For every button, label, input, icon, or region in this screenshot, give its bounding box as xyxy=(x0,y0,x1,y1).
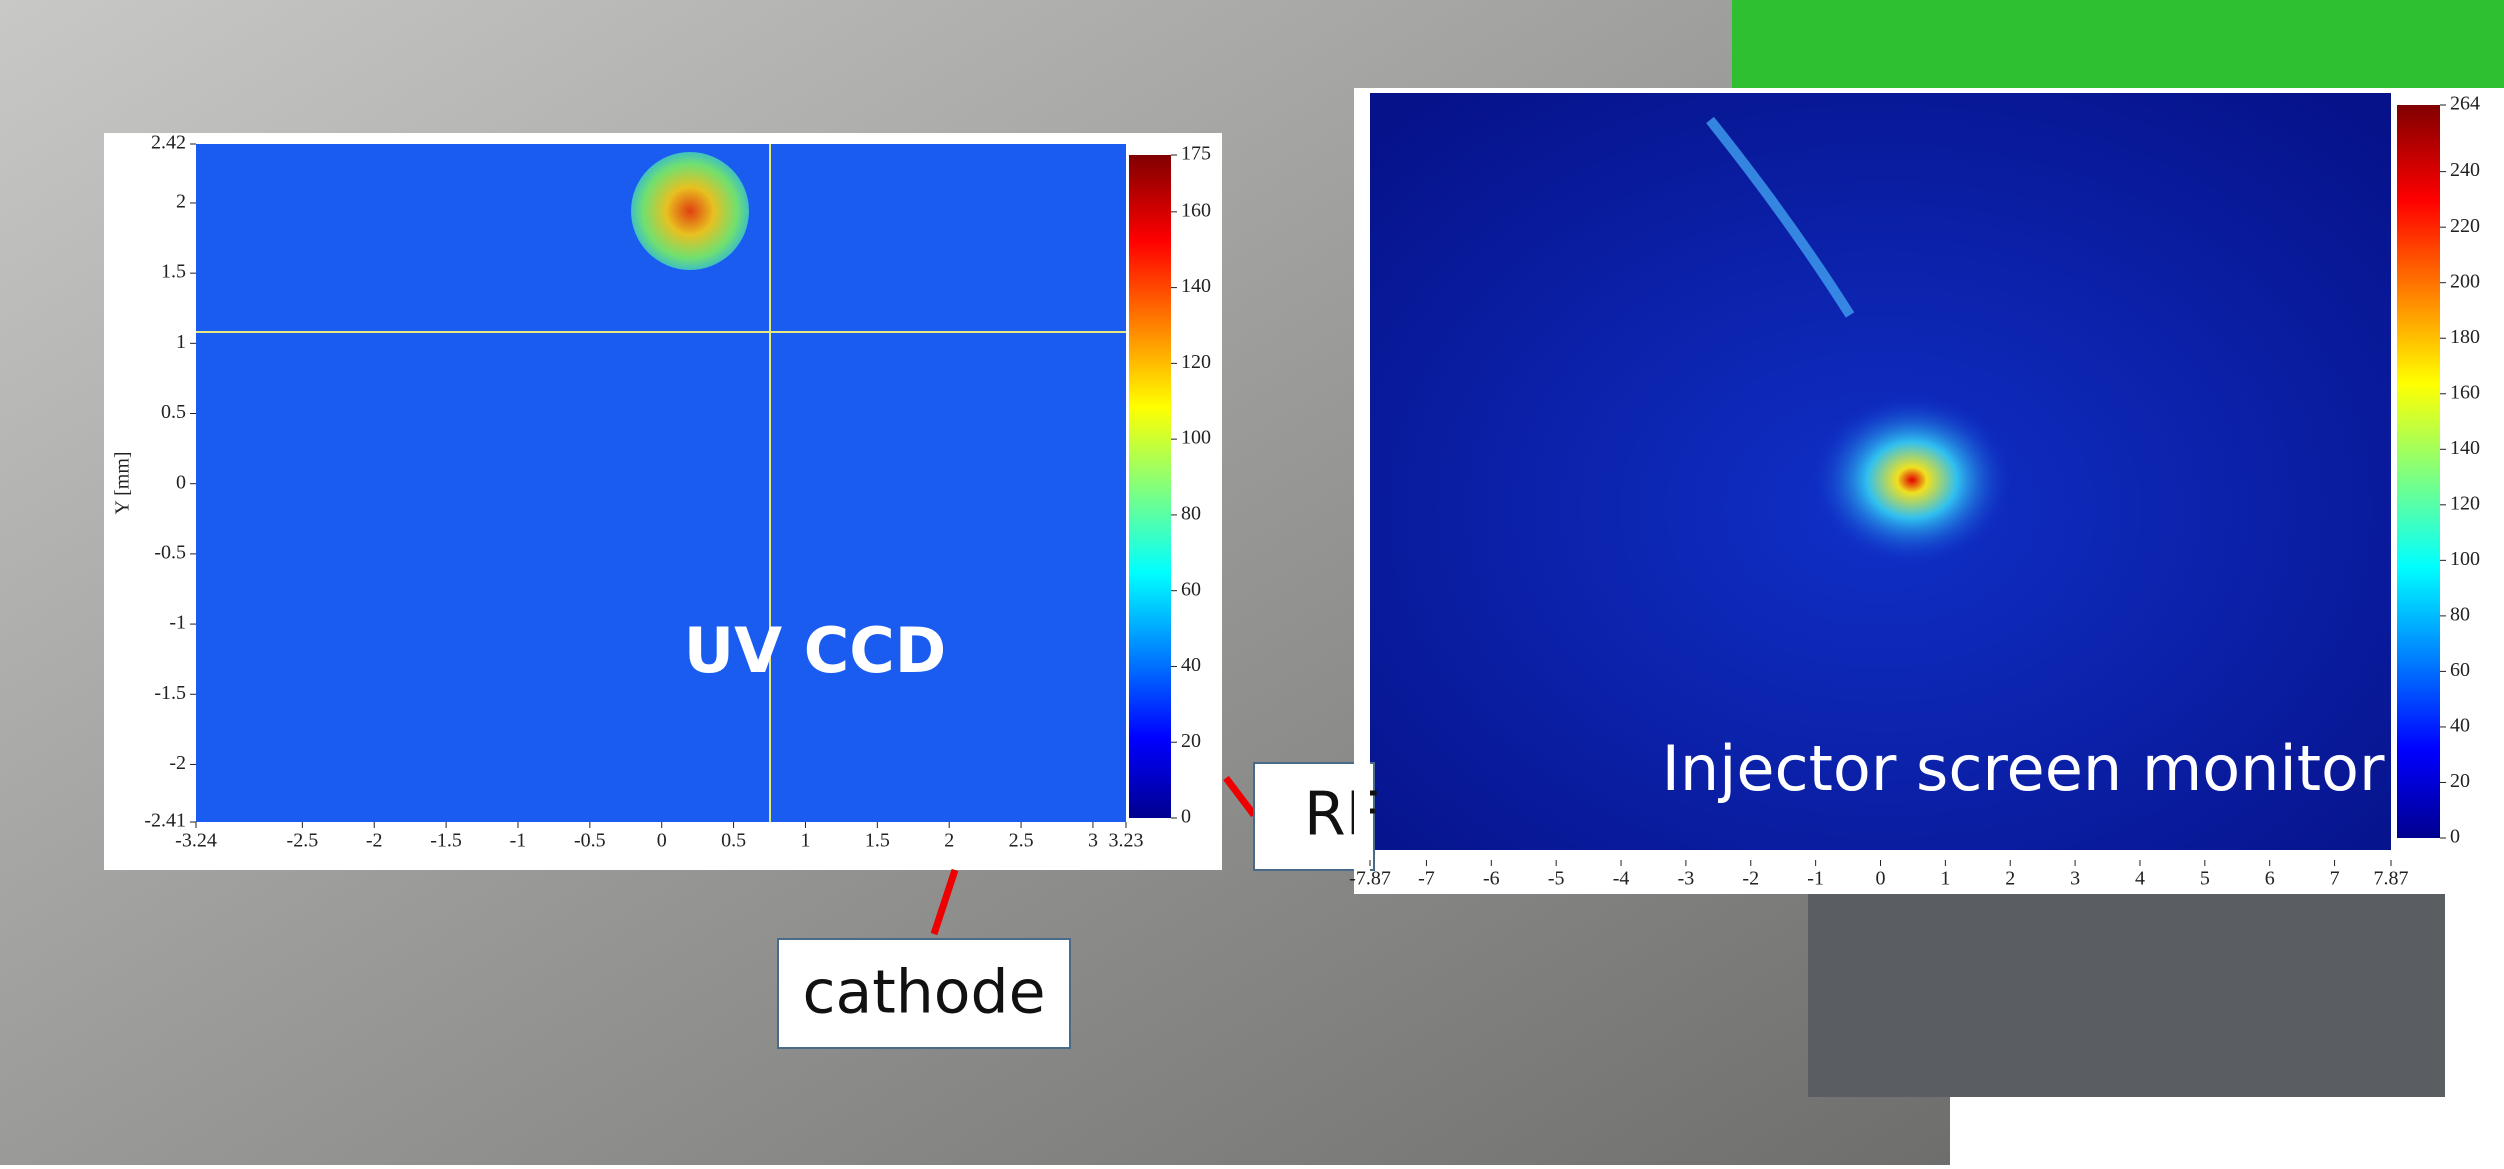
x-tick-label: -1 xyxy=(510,830,527,852)
y-tick-label: -2 xyxy=(169,752,186,774)
x-tick-label: 3.23 xyxy=(1109,830,1144,852)
y-tick-label: 0.5 xyxy=(161,401,186,423)
x-tick-label: -4 xyxy=(1613,868,1630,890)
y-tick-label: -1.5 xyxy=(154,682,186,704)
x-tick-label: -6 xyxy=(1483,868,1500,890)
colorbar-tick-label: 160 xyxy=(1181,199,1211,221)
uv-spot xyxy=(631,152,749,270)
colorbar-tick-label: 100 xyxy=(1181,427,1211,449)
x-tick-label: 3 xyxy=(2070,868,2080,890)
y-tick-label: 0 xyxy=(176,471,186,493)
y-tick-label: 2.42 xyxy=(151,132,186,154)
uv-colorbar xyxy=(1129,155,1171,818)
x-tick-label: 0.5 xyxy=(721,830,746,852)
beam-spot xyxy=(1812,395,2012,565)
colorbar-tick-label: 240 xyxy=(2450,159,2480,181)
x-tick-label: 2.5 xyxy=(1009,830,1034,852)
x-tick-label: -2 xyxy=(366,830,383,852)
figure: UV CCD Y [mm] Injector screen monitor ca… xyxy=(0,0,2504,1165)
x-tick-label: 2 xyxy=(944,830,954,852)
x-tick-label: -5 xyxy=(1548,868,1565,890)
colorbar-tick-label: 200 xyxy=(2450,270,2480,292)
colorbar-tick-label: 175 xyxy=(1181,143,1211,165)
y-tick-label: -1 xyxy=(169,612,186,634)
colorbar-tick-label: 100 xyxy=(2450,548,2480,570)
x-tick-label: -2 xyxy=(1742,868,1759,890)
colorbar-tick-label: 140 xyxy=(1181,275,1211,297)
y-axis-label: Y [mm] xyxy=(112,451,134,514)
colorbar-tick-label: 220 xyxy=(2450,215,2480,237)
colorbar-tick-label: 40 xyxy=(2450,715,2470,737)
photo-bottom-right xyxy=(1808,894,2445,1097)
y-tick-label: 1 xyxy=(176,331,186,353)
x-tick-label: -3 xyxy=(1678,868,1695,890)
colorbar-tick-label: 60 xyxy=(2450,659,2470,681)
colorbar-tick-label: 120 xyxy=(1181,351,1211,373)
x-tick-label: 5 xyxy=(2200,868,2210,890)
callout-text: cathode xyxy=(802,958,1045,1028)
x-tick-label: -7 xyxy=(1418,868,1435,890)
y-tick-label: -2.41 xyxy=(144,810,186,832)
colorbar-tick-label: 180 xyxy=(2450,326,2480,348)
x-tick-label: 7 xyxy=(2330,868,2340,890)
photo-top-right xyxy=(1732,0,2504,88)
injector-colorbar xyxy=(2397,105,2440,838)
uv-label: UV CCD xyxy=(684,614,946,687)
x-tick-label: -7.87 xyxy=(1349,868,1391,890)
colorbar-tick-label: 60 xyxy=(1181,578,1201,600)
x-tick-label: 6 xyxy=(2265,868,2275,890)
x-tick-label: 3 xyxy=(1088,830,1098,852)
colorbar-tick-label: 80 xyxy=(1181,503,1201,525)
x-tick-label: 4 xyxy=(2135,868,2145,890)
x-tick-label: -1 xyxy=(1807,868,1824,890)
x-tick-label: -3.24 xyxy=(175,830,217,852)
y-tick-label: 2 xyxy=(176,191,186,213)
x-tick-label: 1.5 xyxy=(865,830,890,852)
colorbar-tick-label: 0 xyxy=(1181,806,1191,828)
colorbar-tick-label: 0 xyxy=(2450,826,2460,848)
y-tick-label: -0.5 xyxy=(154,541,186,563)
colorbar-tick-label: 120 xyxy=(2450,492,2480,514)
x-tick-label: -2.5 xyxy=(287,830,319,852)
x-tick-label: -0.5 xyxy=(574,830,606,852)
colorbar-tick-label: 20 xyxy=(2450,770,2470,792)
colorbar-tick-label: 40 xyxy=(1181,654,1201,676)
colorbar-tick-label: 80 xyxy=(2450,603,2470,625)
colorbar-tick-label: 160 xyxy=(2450,381,2480,403)
x-tick-label: -1.5 xyxy=(430,830,462,852)
colorbar-tick-label: 140 xyxy=(2450,437,2480,459)
x-tick-label: 0 xyxy=(657,830,667,852)
x-tick-label: 1 xyxy=(800,830,810,852)
colorbar-tick-label: 20 xyxy=(1181,730,1201,752)
colorbar-tick-label: 264 xyxy=(2450,93,2480,115)
x-tick-label: 1 xyxy=(1940,868,1950,890)
x-tick-label: 0 xyxy=(1876,868,1886,890)
x-tick-label: 2 xyxy=(2005,868,2015,890)
y-tick-label: 1.5 xyxy=(161,261,186,283)
x-tick-label: 7.87 xyxy=(2374,868,2409,890)
injector-label: Injector screen monitor xyxy=(1662,732,2385,805)
